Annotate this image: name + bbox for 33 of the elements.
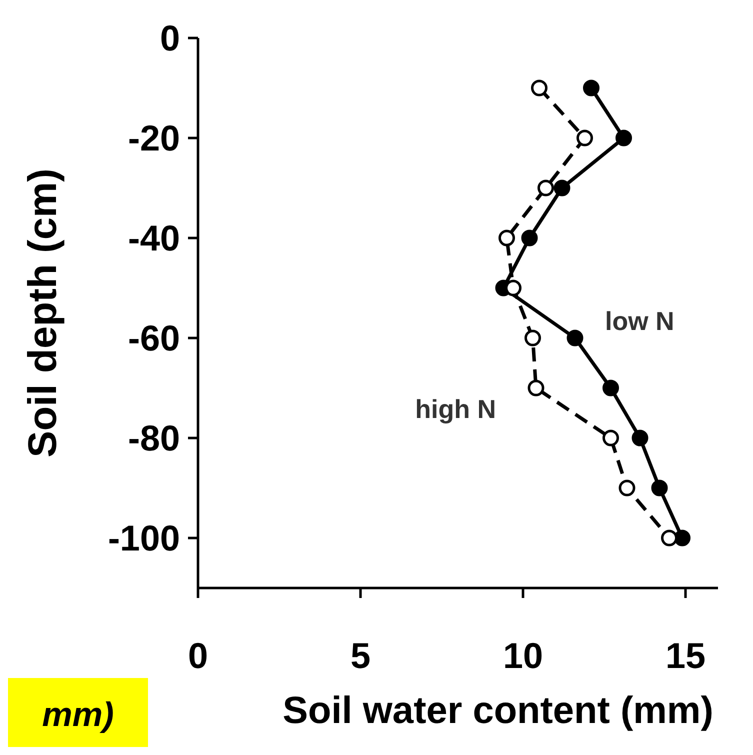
- point: [498, 230, 515, 246]
- series-label: low N: [605, 306, 674, 336]
- point: [538, 180, 554, 196]
- y-axis-title: Soil depth (cm): [21, 168, 65, 458]
- point: [531, 80, 548, 96]
- text: mm): [42, 696, 114, 734]
- point: [583, 80, 600, 96]
- x-tick-label: 15: [665, 635, 706, 676]
- point: [618, 480, 636, 496]
- point: [661, 530, 678, 546]
- x-tick-label: 0: [188, 635, 208, 676]
- x-tick-label: 10: [502, 635, 544, 676]
- y-tick-label: -100: [108, 518, 180, 559]
- point: [521, 230, 538, 246]
- point: [524, 330, 541, 346]
- y-tick-label: -60: [128, 318, 180, 359]
- point: [554, 180, 570, 196]
- point: [566, 330, 584, 346]
- x-axis-title: Soil water content (mm): [282, 690, 714, 732]
- x-tick-label: 5: [350, 635, 371, 676]
- point: [602, 430, 619, 446]
- point: [616, 130, 632, 146]
- point: [576, 130, 593, 146]
- point: [632, 430, 648, 446]
- point: [602, 380, 619, 396]
- series-label: high N: [415, 394, 496, 424]
- point: [674, 530, 690, 546]
- point: [651, 480, 668, 496]
- y-tick-label: -20: [128, 118, 180, 159]
- y-tick-label: -40: [128, 218, 180, 259]
- y-tick-label: 0: [160, 18, 180, 59]
- point: [528, 380, 544, 396]
- y-tick-label: -80: [128, 418, 180, 459]
